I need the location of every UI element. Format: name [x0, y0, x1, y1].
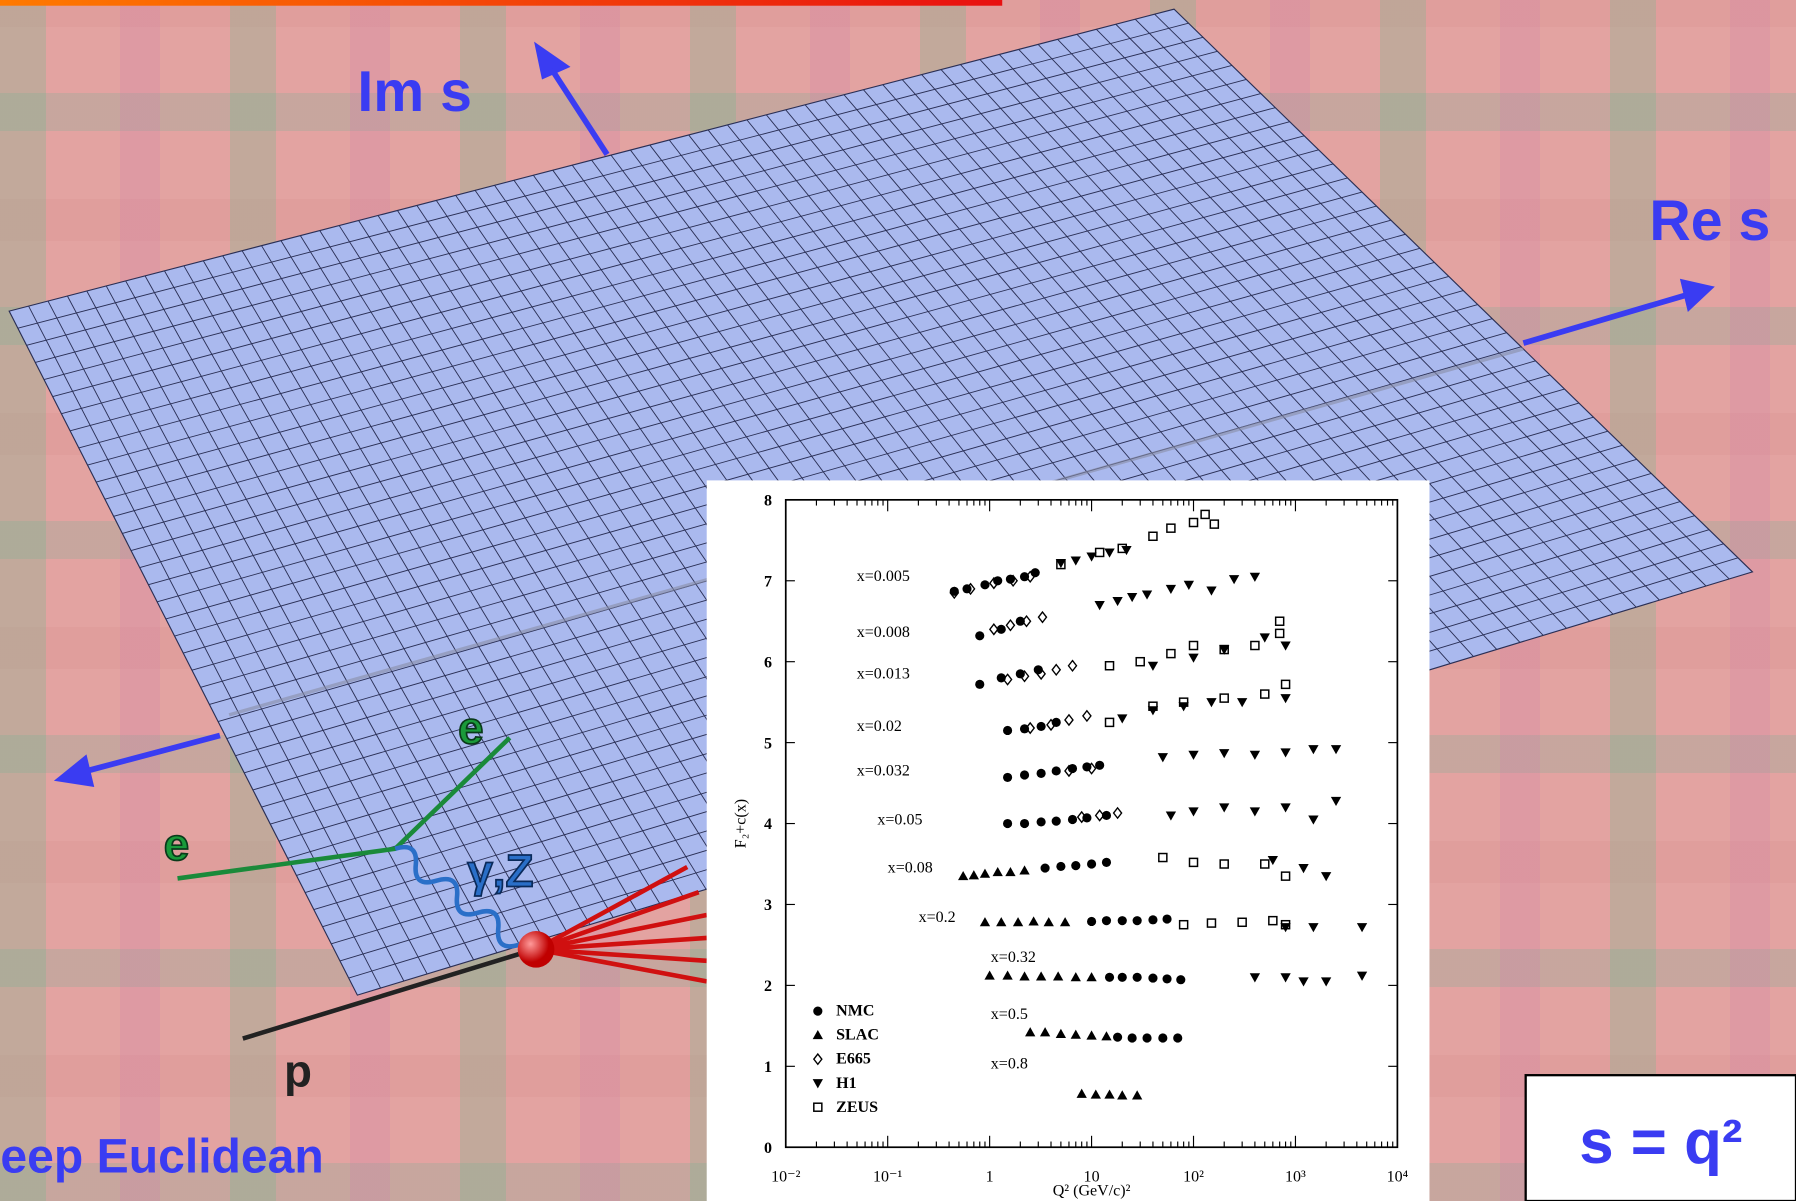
x-tick-label: 10⁻²: [771, 1169, 800, 1186]
point: [1052, 766, 1061, 775]
point: [1162, 974, 1171, 983]
point: [1148, 915, 1157, 924]
series-annotation: x=0.013: [857, 665, 910, 682]
point: [1082, 762, 1091, 771]
point: [1087, 917, 1096, 926]
series-annotation: x=0.05: [877, 812, 922, 829]
legend-label: SLAC: [836, 1027, 879, 1044]
y-tick-label: 4: [764, 816, 772, 833]
y-tick-label: 5: [764, 735, 772, 752]
series-annotation: x=0.032: [857, 763, 910, 780]
vertex: [518, 931, 555, 968]
series-annotation: x=0.08: [888, 860, 933, 877]
x-axis-label: Q² (GeV/c)²: [1053, 1182, 1131, 1199]
series-annotation: x=0.008: [857, 624, 910, 641]
y-tick-label: 7: [764, 573, 772, 590]
point: [1128, 1033, 1137, 1042]
point: [1003, 819, 1012, 828]
point: [1071, 861, 1080, 870]
neg-arrow: [82, 735, 219, 772]
point: [1142, 1033, 1151, 1042]
point: [975, 680, 984, 689]
legend-label: NMC: [836, 1003, 874, 1020]
legend-label: H1: [836, 1075, 856, 1092]
x-tick-label: 1: [986, 1169, 994, 1186]
point: [1102, 858, 1111, 867]
point: [1052, 817, 1061, 826]
top-bar: [0, 0, 1002, 6]
y-axis-label: F₂+c(x): [733, 799, 750, 848]
y-tick-label: 2: [764, 978, 772, 995]
y-tick-label: 0: [764, 1140, 772, 1157]
point: [1118, 973, 1127, 982]
point: [1037, 769, 1046, 778]
series-annotation: x=0.5: [991, 1006, 1028, 1023]
legend-label: ZEUS: [836, 1099, 878, 1116]
point: [1056, 862, 1065, 871]
point: [1037, 722, 1046, 731]
x-tick-label: 10⁴: [1387, 1169, 1409, 1186]
formula: s = q²: [1579, 1108, 1742, 1177]
point: [1105, 973, 1114, 982]
point: [1158, 1033, 1167, 1042]
proton-label: p: [284, 1046, 312, 1097]
point: [975, 631, 984, 640]
re-label: Re s: [1649, 189, 1770, 253]
im-arrowhead: [538, 48, 564, 75]
point: [1113, 1033, 1122, 1042]
re-arrow: [1523, 295, 1686, 343]
re-arrowhead: [1684, 283, 1709, 307]
x-tick-label: 10⁻¹: [873, 1169, 902, 1186]
point: [1020, 819, 1029, 828]
electron-out-label: e: [458, 703, 483, 754]
im-label: Im s: [357, 60, 472, 124]
point: [1176, 975, 1185, 984]
point: [1102, 916, 1111, 925]
electron-in-label: e: [164, 819, 189, 870]
point: [1020, 572, 1029, 581]
point: [1133, 916, 1142, 925]
point: [1173, 1033, 1182, 1042]
point: [1016, 617, 1025, 626]
point: [1041, 863, 1050, 872]
y-tick-label: 6: [764, 654, 772, 671]
point: [1087, 859, 1096, 868]
point: [1037, 817, 1046, 826]
point: [1068, 815, 1077, 824]
point: [1133, 973, 1142, 982]
x-tick-label: 10³: [1285, 1169, 1306, 1186]
legend-label: E665: [836, 1051, 871, 1068]
neg-arrowhead: [61, 759, 91, 783]
point: [1003, 726, 1012, 735]
point: [1003, 773, 1012, 782]
series-annotation: x=0.8: [991, 1055, 1028, 1072]
series-annotation: x=0.2: [919, 909, 956, 926]
point: [1162, 914, 1171, 923]
series-annotation: x=0.005: [857, 568, 910, 585]
point: [1148, 974, 1157, 983]
point: [1031, 568, 1040, 577]
region-label: Deep Euclidean: [0, 1129, 324, 1183]
point: [1020, 770, 1029, 779]
x-tick-label: 10²: [1183, 1169, 1204, 1186]
point: [1095, 761, 1104, 770]
chart-panel: [707, 480, 1430, 1201]
y-tick-label: 3: [764, 897, 772, 914]
boson-label: γ,Z: [467, 845, 533, 896]
series-annotation: x=0.02: [857, 718, 902, 735]
legend-marker: [813, 1007, 822, 1016]
point: [980, 580, 989, 589]
series-annotation: x=0.32: [991, 949, 1036, 966]
y-tick-label: 8: [764, 493, 772, 510]
im-arrow: [550, 66, 607, 154]
point: [1118, 916, 1127, 925]
slide: Im s Re s e e γ,Z p Deep Euclidean 0 1 2 3 4…: [0, 0, 1796, 1201]
y-tick-label: 1: [764, 1059, 772, 1076]
